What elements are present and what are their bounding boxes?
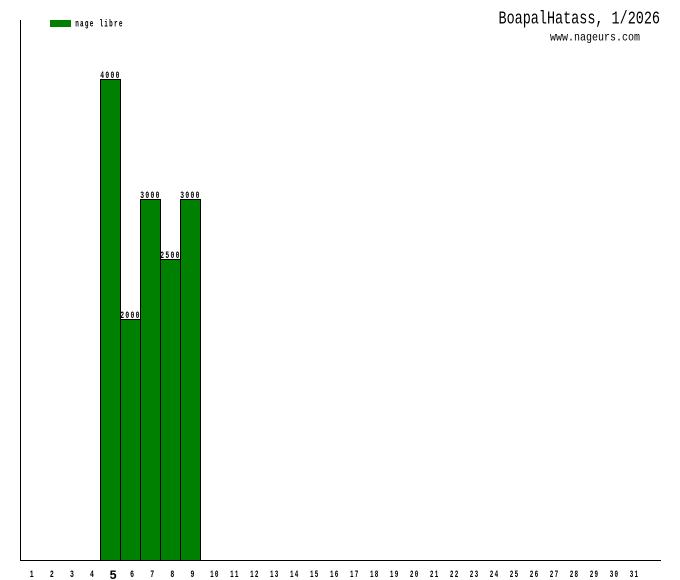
svg-text:14: 14 xyxy=(290,570,300,580)
svg-text:17: 17 xyxy=(350,570,360,580)
svg-text:22: 22 xyxy=(450,570,460,580)
svg-text:31: 31 xyxy=(630,570,640,580)
svg-text:12: 12 xyxy=(250,570,260,580)
svg-text:3000: 3000 xyxy=(140,191,161,202)
svg-text:nage libre: nage libre xyxy=(75,18,124,30)
svg-text:30: 30 xyxy=(610,570,620,580)
svg-text:6: 6 xyxy=(130,570,134,580)
svg-text:29: 29 xyxy=(590,570,600,580)
svg-text:27: 27 xyxy=(550,570,560,580)
svg-text:24: 24 xyxy=(490,570,500,580)
svg-text:25: 25 xyxy=(510,570,520,580)
svg-text:5: 5 xyxy=(109,569,117,580)
svg-text:28: 28 xyxy=(570,570,580,580)
svg-text:BoapalHatass, 1/2026: BoapalHatass, 1/2026 xyxy=(499,9,661,29)
svg-text:3000: 3000 xyxy=(180,191,201,202)
svg-text:21: 21 xyxy=(430,570,440,580)
svg-text:20: 20 xyxy=(410,570,420,580)
svg-text:11: 11 xyxy=(230,570,240,580)
svg-text:2000: 2000 xyxy=(120,311,141,322)
svg-text:2: 2 xyxy=(50,570,54,580)
svg-text:3: 3 xyxy=(70,570,74,580)
svg-text:15: 15 xyxy=(310,570,320,580)
svg-text:8: 8 xyxy=(170,570,174,580)
svg-text:4000: 4000 xyxy=(100,71,121,82)
svg-text:18: 18 xyxy=(370,570,380,580)
svg-text:10: 10 xyxy=(210,570,220,580)
svg-text:7: 7 xyxy=(150,570,154,580)
svg-text:19: 19 xyxy=(390,570,400,580)
svg-text:9: 9 xyxy=(190,570,194,580)
svg-text:16: 16 xyxy=(330,570,340,580)
svg-text:26: 26 xyxy=(530,570,540,580)
svg-text:1: 1 xyxy=(30,570,34,580)
svg-text:2500: 2500 xyxy=(160,251,181,262)
svg-text:13: 13 xyxy=(270,570,280,580)
svg-text:4: 4 xyxy=(90,570,94,580)
svg-text:www.nageurs.com: www.nageurs.com xyxy=(550,31,640,45)
svg-text:23: 23 xyxy=(470,570,480,580)
